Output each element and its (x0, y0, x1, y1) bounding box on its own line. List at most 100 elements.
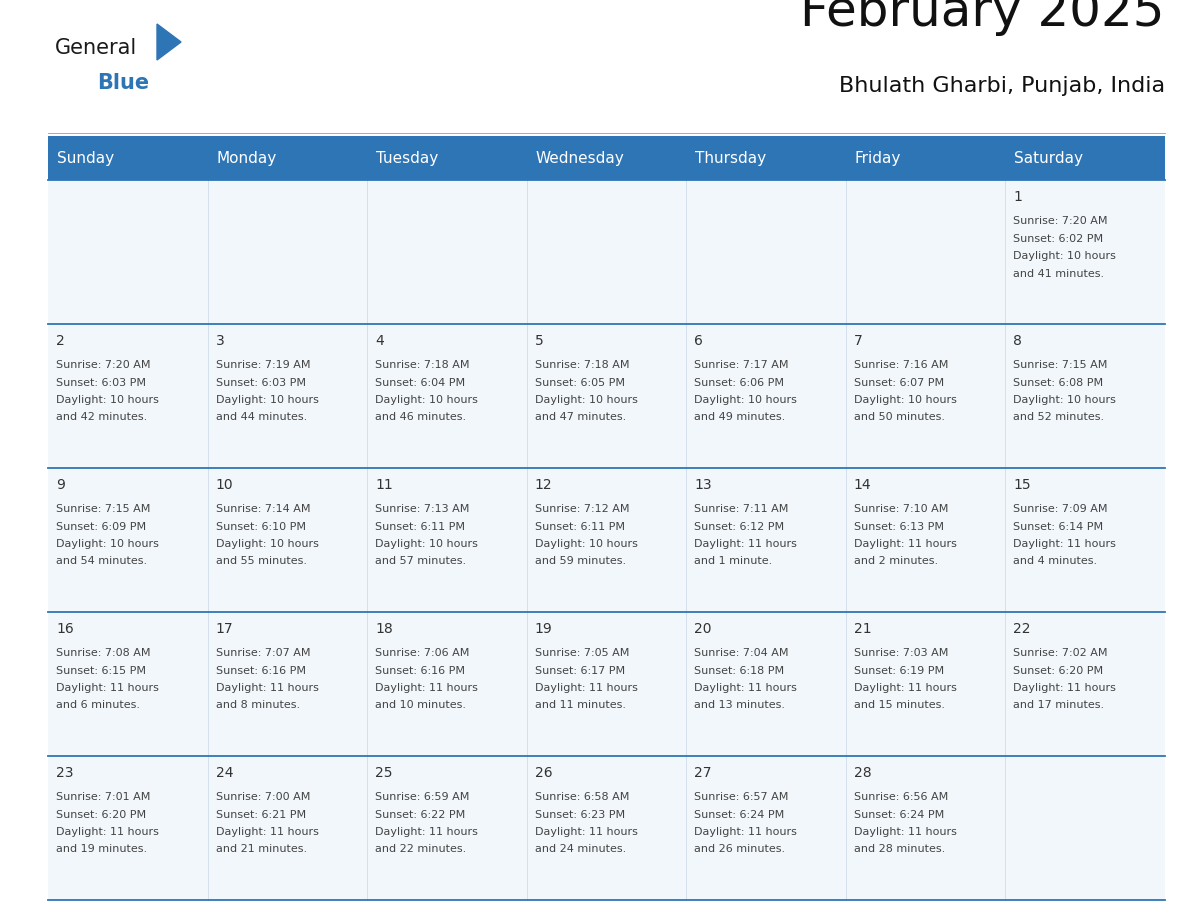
Bar (846, 136, 1005, 180)
Text: Sunset: 6:24 PM: Sunset: 6:24 PM (694, 810, 784, 820)
Text: Daylight: 11 hours: Daylight: 11 hours (535, 827, 638, 837)
Text: Sunset: 6:02 PM: Sunset: 6:02 PM (1013, 233, 1104, 243)
Text: and 15 minutes.: and 15 minutes. (854, 700, 944, 711)
Text: Sunset: 6:06 PM: Sunset: 6:06 PM (694, 377, 784, 387)
Text: Daylight: 11 hours: Daylight: 11 hours (854, 683, 956, 693)
Text: Sunset: 6:04 PM: Sunset: 6:04 PM (375, 377, 466, 387)
Text: and 4 minutes.: and 4 minutes. (1013, 556, 1098, 566)
Text: Sunrise: 6:56 AM: Sunrise: 6:56 AM (854, 792, 948, 802)
Text: Sunrise: 6:59 AM: Sunrise: 6:59 AM (375, 792, 469, 802)
Text: and 46 minutes.: and 46 minutes. (375, 412, 466, 422)
Polygon shape (157, 24, 181, 60)
Bar (846, 180, 1005, 324)
Text: Sunrise: 7:01 AM: Sunrise: 7:01 AM (56, 792, 151, 802)
Text: Daylight: 10 hours: Daylight: 10 hours (1013, 395, 1117, 405)
Bar (208, 612, 367, 756)
Bar (526, 468, 687, 612)
Text: Sunrise: 7:12 AM: Sunrise: 7:12 AM (535, 504, 630, 514)
Text: and 21 minutes.: and 21 minutes. (215, 845, 307, 855)
Bar (687, 324, 846, 468)
Text: Sunset: 6:15 PM: Sunset: 6:15 PM (56, 666, 146, 676)
Bar (208, 756, 367, 900)
Bar (208, 324, 367, 468)
Text: Daylight: 10 hours: Daylight: 10 hours (215, 539, 318, 549)
Text: Blue: Blue (97, 73, 150, 93)
Text: and 59 minutes.: and 59 minutes. (535, 556, 626, 566)
Text: and 54 minutes.: and 54 minutes. (56, 556, 147, 566)
Text: Sunset: 6:10 PM: Sunset: 6:10 PM (215, 521, 305, 532)
Text: Sunrise: 7:18 AM: Sunrise: 7:18 AM (375, 360, 469, 370)
Text: 14: 14 (854, 478, 872, 492)
Text: Sunrise: 7:17 AM: Sunrise: 7:17 AM (694, 360, 789, 370)
Text: Daylight: 11 hours: Daylight: 11 hours (854, 827, 956, 837)
Bar (367, 756, 526, 900)
Text: 26: 26 (535, 766, 552, 780)
Bar (367, 180, 526, 324)
Text: Sunrise: 7:20 AM: Sunrise: 7:20 AM (56, 360, 151, 370)
Text: Daylight: 11 hours: Daylight: 11 hours (854, 539, 956, 549)
Text: Sunrise: 7:15 AM: Sunrise: 7:15 AM (56, 504, 151, 514)
Text: 21: 21 (854, 622, 872, 636)
Text: 2: 2 (56, 334, 65, 348)
Text: 25: 25 (375, 766, 393, 780)
Text: Daylight: 10 hours: Daylight: 10 hours (1013, 251, 1117, 261)
Text: 16: 16 (56, 622, 74, 636)
Text: Sunset: 6:24 PM: Sunset: 6:24 PM (854, 810, 944, 820)
Text: General: General (55, 38, 138, 58)
Text: Sunrise: 7:08 AM: Sunrise: 7:08 AM (56, 648, 151, 658)
Text: 19: 19 (535, 622, 552, 636)
Text: Sunset: 6:09 PM: Sunset: 6:09 PM (56, 521, 146, 532)
Text: Sunrise: 7:04 AM: Sunrise: 7:04 AM (694, 648, 789, 658)
Text: Sunset: 6:21 PM: Sunset: 6:21 PM (215, 810, 305, 820)
Text: 10: 10 (215, 478, 233, 492)
Bar (1005, 756, 1165, 900)
Text: Daylight: 11 hours: Daylight: 11 hours (694, 683, 797, 693)
Bar (1005, 468, 1165, 612)
Bar (48, 612, 208, 756)
Text: February 2025: February 2025 (801, 0, 1165, 36)
Text: 27: 27 (694, 766, 712, 780)
Text: and 26 minutes.: and 26 minutes. (694, 845, 785, 855)
Text: and 57 minutes.: and 57 minutes. (375, 556, 466, 566)
Text: Sunset: 6:13 PM: Sunset: 6:13 PM (854, 521, 943, 532)
Bar (48, 180, 208, 324)
Text: 4: 4 (375, 334, 384, 348)
Bar (846, 612, 1005, 756)
Text: Sunrise: 7:00 AM: Sunrise: 7:00 AM (215, 792, 310, 802)
Text: Sunrise: 6:58 AM: Sunrise: 6:58 AM (535, 792, 630, 802)
Text: 9: 9 (56, 478, 65, 492)
Text: Sunrise: 7:11 AM: Sunrise: 7:11 AM (694, 504, 789, 514)
Text: and 8 minutes.: and 8 minutes. (215, 700, 299, 711)
Text: Sunrise: 7:15 AM: Sunrise: 7:15 AM (1013, 360, 1107, 370)
Text: and 28 minutes.: and 28 minutes. (854, 845, 946, 855)
Text: 7: 7 (854, 334, 862, 348)
Text: Sunset: 6:12 PM: Sunset: 6:12 PM (694, 521, 784, 532)
Text: 28: 28 (854, 766, 872, 780)
Text: and 13 minutes.: and 13 minutes. (694, 700, 785, 711)
Text: Sunset: 6:22 PM: Sunset: 6:22 PM (375, 810, 466, 820)
Text: Sunrise: 7:16 AM: Sunrise: 7:16 AM (854, 360, 948, 370)
Text: Sunset: 6:14 PM: Sunset: 6:14 PM (1013, 521, 1104, 532)
Text: Sunset: 6:16 PM: Sunset: 6:16 PM (215, 666, 305, 676)
Text: Sunrise: 7:05 AM: Sunrise: 7:05 AM (535, 648, 630, 658)
Text: and 1 minute.: and 1 minute. (694, 556, 772, 566)
Text: and 41 minutes.: and 41 minutes. (1013, 268, 1105, 278)
Text: Sunrise: 7:02 AM: Sunrise: 7:02 AM (1013, 648, 1108, 658)
Bar (687, 756, 846, 900)
Bar (367, 612, 526, 756)
Text: 12: 12 (535, 478, 552, 492)
Text: 3: 3 (215, 334, 225, 348)
Text: and 55 minutes.: and 55 minutes. (215, 556, 307, 566)
Text: Sunset: 6:07 PM: Sunset: 6:07 PM (854, 377, 944, 387)
Text: Sunset: 6:20 PM: Sunset: 6:20 PM (56, 810, 146, 820)
Text: and 24 minutes.: and 24 minutes. (535, 845, 626, 855)
Text: Daylight: 10 hours: Daylight: 10 hours (535, 395, 638, 405)
Text: Bhulath Gharbi, Punjab, India: Bhulath Gharbi, Punjab, India (839, 76, 1165, 96)
Text: Daylight: 10 hours: Daylight: 10 hours (375, 539, 478, 549)
Bar (687, 612, 846, 756)
Text: and 19 minutes.: and 19 minutes. (56, 845, 147, 855)
Text: and 42 minutes.: and 42 minutes. (56, 412, 147, 422)
Text: Sunrise: 7:13 AM: Sunrise: 7:13 AM (375, 504, 469, 514)
Text: Sunset: 6:23 PM: Sunset: 6:23 PM (535, 810, 625, 820)
Text: Daylight: 10 hours: Daylight: 10 hours (375, 395, 478, 405)
